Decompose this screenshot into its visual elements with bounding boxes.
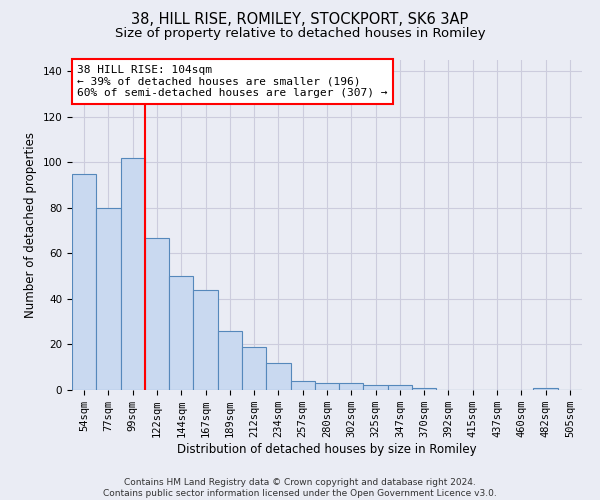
Bar bbox=[193, 290, 218, 390]
Bar bbox=[145, 238, 169, 390]
Bar bbox=[121, 158, 145, 390]
Bar bbox=[290, 381, 315, 390]
Bar bbox=[339, 383, 364, 390]
Bar bbox=[388, 386, 412, 390]
Bar bbox=[72, 174, 96, 390]
Text: 38 HILL RISE: 104sqm
← 39% of detached houses are smaller (196)
60% of semi-deta: 38 HILL RISE: 104sqm ← 39% of detached h… bbox=[77, 65, 388, 98]
Text: Size of property relative to detached houses in Romiley: Size of property relative to detached ho… bbox=[115, 28, 485, 40]
Bar bbox=[169, 276, 193, 390]
Text: Contains HM Land Registry data © Crown copyright and database right 2024.
Contai: Contains HM Land Registry data © Crown c… bbox=[103, 478, 497, 498]
Bar bbox=[242, 347, 266, 390]
X-axis label: Distribution of detached houses by size in Romiley: Distribution of detached houses by size … bbox=[177, 443, 477, 456]
Bar bbox=[412, 388, 436, 390]
Text: 38, HILL RISE, ROMILEY, STOCKPORT, SK6 3AP: 38, HILL RISE, ROMILEY, STOCKPORT, SK6 3… bbox=[131, 12, 469, 28]
Y-axis label: Number of detached properties: Number of detached properties bbox=[24, 132, 37, 318]
Bar bbox=[218, 331, 242, 390]
Bar bbox=[315, 383, 339, 390]
Bar bbox=[96, 208, 121, 390]
Bar bbox=[364, 386, 388, 390]
Bar bbox=[266, 362, 290, 390]
Bar bbox=[533, 388, 558, 390]
